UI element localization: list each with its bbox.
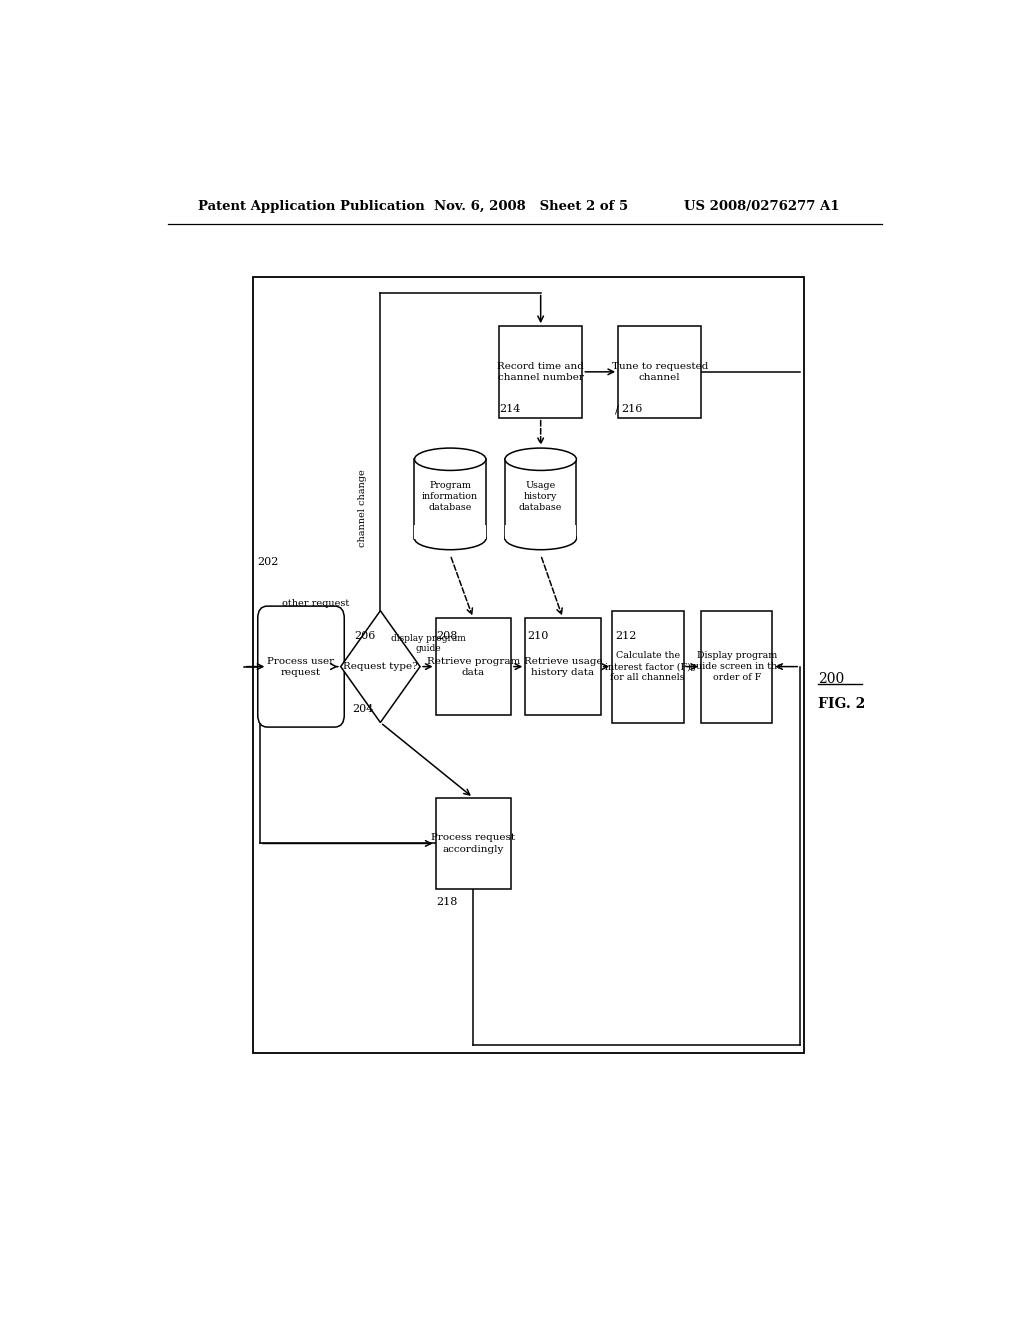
Text: display program
guide: display program guide <box>390 634 466 653</box>
FancyBboxPatch shape <box>415 459 486 539</box>
Text: Request type?: Request type? <box>343 663 418 671</box>
Text: Program
information
database: Program information database <box>422 480 478 512</box>
FancyBboxPatch shape <box>505 525 577 539</box>
Text: 206: 206 <box>354 631 376 642</box>
FancyBboxPatch shape <box>435 797 511 890</box>
FancyBboxPatch shape <box>505 459 577 539</box>
Ellipse shape <box>505 528 577 549</box>
FancyBboxPatch shape <box>258 606 344 727</box>
FancyBboxPatch shape <box>612 611 684 722</box>
Text: Display program
guide screen in the
order of F: Display program guide screen in the orde… <box>690 651 783 682</box>
Text: Usage
history
database: Usage history database <box>519 480 562 512</box>
Ellipse shape <box>505 447 577 470</box>
Text: Calculate the
interest factor (F)
for all channels: Calculate the interest factor (F) for al… <box>605 651 691 682</box>
Text: Process request
accordingly: Process request accordingly <box>431 833 515 854</box>
Text: Nov. 6, 2008   Sheet 2 of 5: Nov. 6, 2008 Sheet 2 of 5 <box>433 199 628 213</box>
FancyBboxPatch shape <box>701 611 772 722</box>
Ellipse shape <box>415 447 486 470</box>
Text: 210: 210 <box>527 631 549 642</box>
Polygon shape <box>341 611 420 722</box>
Text: Process user
request: Process user request <box>267 656 335 677</box>
FancyBboxPatch shape <box>499 326 583 417</box>
Text: 216: 216 <box>622 404 643 414</box>
FancyBboxPatch shape <box>618 326 701 417</box>
FancyBboxPatch shape <box>435 618 511 715</box>
Text: 208: 208 <box>436 631 458 642</box>
Text: Patent Application Publication: Patent Application Publication <box>198 199 425 213</box>
Text: 202: 202 <box>257 557 279 568</box>
FancyBboxPatch shape <box>415 525 486 539</box>
Text: FIG. 2: FIG. 2 <box>818 697 865 711</box>
Ellipse shape <box>415 528 486 549</box>
Text: 204: 204 <box>352 705 373 714</box>
Text: Retrieve usage
history data: Retrieve usage history data <box>523 656 602 677</box>
Text: Tune to requested
channel: Tune to requested channel <box>611 362 708 381</box>
Text: /: / <box>615 404 620 414</box>
Text: 212: 212 <box>615 631 637 642</box>
Text: Retrieve program
data: Retrieve program data <box>427 656 520 677</box>
Text: channel change: channel change <box>357 469 367 546</box>
Text: 200: 200 <box>818 672 845 686</box>
Text: other request: other request <box>283 599 350 609</box>
Text: US 2008/0276277 A1: US 2008/0276277 A1 <box>684 199 839 213</box>
Text: 218: 218 <box>436 898 458 907</box>
Text: Record time and
channel number: Record time and channel number <box>498 362 584 381</box>
Text: 214: 214 <box>500 404 521 414</box>
FancyBboxPatch shape <box>525 618 601 715</box>
